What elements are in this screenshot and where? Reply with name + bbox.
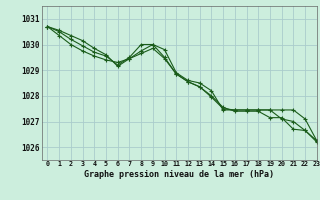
X-axis label: Graphe pression niveau de la mer (hPa): Graphe pression niveau de la mer (hPa)	[84, 170, 274, 179]
